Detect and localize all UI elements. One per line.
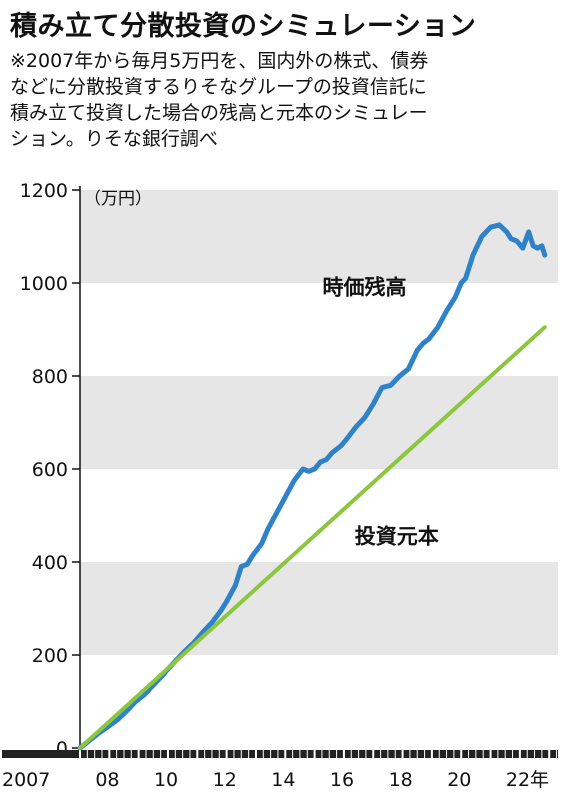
x-tick-label: 20 xyxy=(447,769,471,791)
series-line-market-value xyxy=(77,222,548,751)
x-tick-label: 14 xyxy=(271,769,295,791)
chart-title: 積み立て分散投資のシミュレーション xyxy=(10,11,477,42)
x-tick-label: 10 xyxy=(154,769,178,791)
x-tick-label: 22年 xyxy=(506,769,549,791)
x-tick-label: 2007 xyxy=(2,769,50,791)
subtitle-line: ※2007年から毎月5万円を、国内外の株式、債券 xyxy=(10,50,429,72)
chart-subtitle: ※2007年から毎月5万円を、国内外の株式、債券 などに分散投資するりそなグルー… xyxy=(10,48,562,152)
annotation-market-value: 時価残高 xyxy=(322,276,406,300)
y-axis-unit: （万円） xyxy=(84,189,152,209)
y-tick-label: 200 xyxy=(32,645,68,667)
annotation-principal: 投資元本 xyxy=(355,524,439,548)
x-tick-label: 08 xyxy=(95,769,119,791)
subtitle-line: などに分散投資するりそなグループの投資信託に xyxy=(10,76,427,98)
x-tick-label: 12 xyxy=(213,769,237,791)
y-tick-label: 800 xyxy=(32,366,68,388)
grid-band xyxy=(80,562,558,655)
x-tick-label: 18 xyxy=(389,769,413,791)
series-line-principal xyxy=(78,325,547,750)
y-tick-label: 1200 xyxy=(20,180,68,202)
subtitle-line: ション。りそな銀行調べ xyxy=(10,128,218,150)
grid-band xyxy=(80,190,558,283)
grid-band xyxy=(80,376,558,469)
subtitle-line: 積み立て投資した場合の残高と元本のシミュレー xyxy=(10,102,428,124)
x-tick-label: 16 xyxy=(330,769,354,791)
y-tick-label: 600 xyxy=(32,459,68,481)
x-axis-bar xyxy=(2,750,558,758)
y-tick-label: 1000 xyxy=(20,273,68,295)
y-tick-label: 400 xyxy=(32,552,68,574)
